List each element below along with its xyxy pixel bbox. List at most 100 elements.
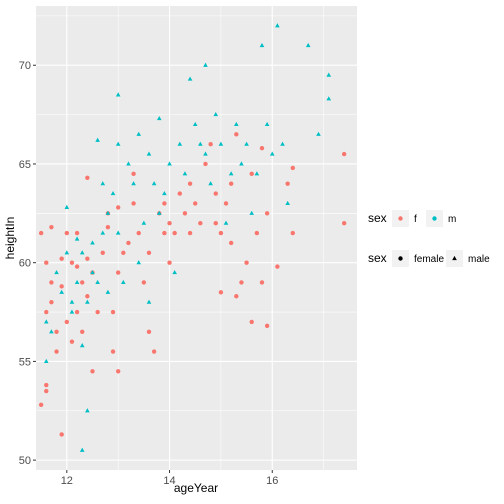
data-point-f [285,181,290,186]
data-point-f [44,382,49,388]
data-point-f [249,319,254,325]
data-point-f [239,280,244,285]
data-point-m [141,220,147,225]
data-point-m [131,181,136,186]
data-point-f [275,264,280,269]
data-point-f [234,294,239,299]
data-point-f [167,260,172,265]
data-point-f [44,388,49,394]
data-point-m [249,210,255,215]
data-point-f [259,280,265,285]
x-axis-title: ageYear [174,481,218,495]
data-point-f [64,230,70,236]
data-point-m [43,358,49,363]
data-point-m [269,151,275,156]
data-point-m [85,299,90,304]
legend-label-male: male [468,254,490,265]
data-point-m [64,250,70,255]
data-point-m [121,279,126,285]
data-point-f [110,309,116,315]
data-point-f [38,402,44,408]
data-point-m [69,309,75,314]
data-point-f [115,270,121,275]
data-point-m [156,210,162,215]
data-point-f [136,230,141,236]
data-point-m [115,92,121,97]
data-point-f [59,256,64,261]
data-point-m [213,112,219,117]
data-point-f [69,260,75,265]
data-point-m [115,141,121,146]
data-point-f [80,280,85,285]
data-point-m [275,23,280,28]
data-point-m [115,230,121,235]
data-point-f [115,369,121,374]
y-tick-label: 70 [19,60,31,72]
data-point-f [121,250,126,256]
data-point-m [264,121,270,127]
x-tick-label: 14 [163,475,175,487]
data-point-f [100,250,105,256]
x-tick-label: 12 [61,475,73,487]
data-point-m [100,181,106,186]
data-point-f [290,230,295,236]
data-point-f [44,309,49,315]
data-point-m [208,181,213,186]
data-point-f [85,294,90,299]
data-point-f [115,205,121,210]
data-point-f [141,280,147,285]
axis-ticks [33,64,273,473]
legend-key-female [398,256,403,261]
data-point-m [233,121,239,127]
data-point-f [54,349,59,354]
data-point-f [90,369,95,374]
data-point-f [131,201,136,206]
data-point-m [79,250,85,255]
y-tick-label: 50 [19,455,31,467]
data-point-m [156,115,162,121]
data-point-f [182,211,188,216]
data-point-f [80,329,85,334]
y-tick-label: 65 [19,159,31,171]
data-point-m [126,161,131,166]
data-point-f [38,230,44,236]
data-point-m [136,260,142,265]
data-point-m [90,240,95,245]
data-point-f [234,132,239,137]
data-point-m [43,319,49,324]
y-axis-title: heightIn [3,217,17,260]
data-point-f [49,299,54,305]
data-point-m [85,408,90,413]
data-point-m [239,161,244,166]
data-point-f [264,211,270,216]
data-point-f [167,220,172,226]
data-point-f [193,201,198,206]
data-point-f [290,165,295,171]
legend-key-male [452,255,457,261]
data-point-m [79,343,85,348]
data-point-m [198,141,203,146]
data-point-f [341,220,347,226]
legend-key-f [398,216,403,221]
data-point-f [64,319,70,325]
data-point-f [218,230,224,236]
data-point-f [44,260,49,265]
data-point-m [79,447,85,452]
data-point-m [177,141,183,146]
data-point-f [187,181,193,186]
data-point-m [259,42,265,48]
data-point-m [192,121,198,127]
data-point-f [85,256,90,261]
data-point-f [146,329,152,334]
data-point-f [49,224,54,230]
data-point-f [259,145,265,151]
data-point-f [85,175,90,180]
data-point-f [187,230,193,236]
data-point-m [228,171,234,176]
legend-key-m [432,216,437,221]
data-point-m [110,190,116,196]
data-point-f [177,191,183,196]
data-point-m [151,181,157,186]
data-point-f [218,290,224,295]
